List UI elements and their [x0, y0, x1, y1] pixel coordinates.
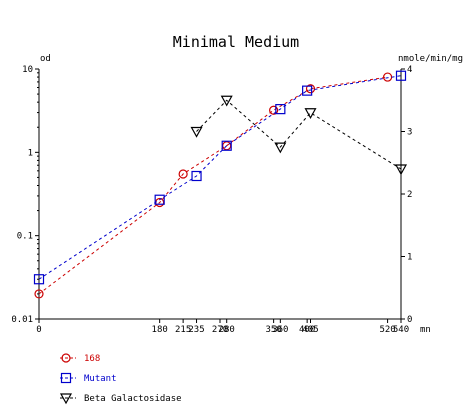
y-right-tick-label: 4	[407, 65, 412, 75]
data-point	[191, 170, 202, 182]
legend-marker	[60, 372, 72, 384]
data-point	[190, 126, 203, 138]
x-tick-label: 280	[219, 325, 235, 335]
x-tick-label: 405	[302, 325, 318, 335]
y-left-tick-label: 10	[22, 65, 33, 75]
legend-label: Mutant	[84, 374, 117, 384]
y-left-tick-label: 0.01	[11, 315, 33, 325]
data-point	[269, 105, 279, 115]
series-line	[196, 99, 402, 170]
series-1	[33, 70, 407, 285]
x-axis-label: mn	[420, 325, 431, 335]
x-tick-label: 540	[393, 325, 409, 335]
series-0	[34, 72, 393, 299]
data-point	[394, 164, 408, 176]
y-axis-left-label: od	[40, 54, 51, 64]
legend-marker	[59, 393, 73, 405]
data-point	[304, 108, 317, 119]
legend-marker	[61, 353, 71, 363]
y-left-tick-label: 1	[28, 148, 33, 158]
data-point	[34, 289, 44, 299]
y-axis-right-label: nmole/min/mg	[398, 54, 463, 64]
series-line	[38, 76, 388, 295]
y-right-tick-label: 3	[407, 128, 412, 138]
data-point	[33, 274, 45, 285]
data-point	[178, 169, 188, 179]
x-tick-label: 400	[299, 325, 315, 335]
x-tick-label: 350	[265, 325, 281, 335]
legend-label: 168	[84, 354, 100, 364]
x-tick-label: 270	[212, 325, 228, 335]
x-tick-label: 180	[152, 325, 168, 335]
x-tick-label: 360	[272, 325, 288, 335]
data-point	[275, 104, 286, 115]
x-tick-label: 520	[379, 325, 395, 335]
y-right-tick-label: 2	[407, 190, 412, 200]
y-right-tick-label: 0	[407, 315, 412, 325]
y-left-tick-label: 0.1	[17, 232, 33, 242]
legend-label: Beta Galactosidase	[84, 394, 182, 404]
data-point	[221, 140, 232, 151]
x-tick-label: 215	[175, 325, 191, 335]
series-line	[38, 75, 402, 280]
data-point	[395, 70, 407, 81]
data-point	[305, 84, 316, 94]
data-point	[220, 95, 233, 107]
y-right-tick-label: 1	[407, 253, 412, 263]
data-point	[302, 85, 313, 96]
chart-title: Minimal Medium	[173, 33, 299, 51]
legend: 168 Mutant Beta Galactosidase	[59, 353, 182, 405]
data-point	[154, 194, 165, 205]
x-tick-label: 235	[188, 325, 204, 335]
data-point	[274, 142, 287, 154]
x-tick-label: 0	[36, 325, 41, 335]
plot-area	[33, 70, 408, 299]
series-2	[190, 95, 408, 176]
